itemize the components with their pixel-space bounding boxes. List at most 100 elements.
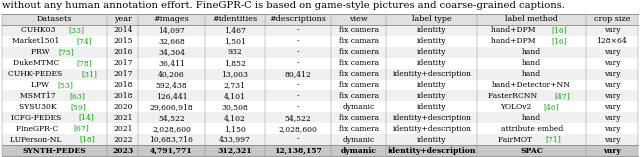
Text: identity: identity: [417, 81, 447, 89]
Text: MSMT17: MSMT17: [20, 92, 58, 100]
Text: without any human annotation effort. FineGPR-C is based on game-style pictures a: without any human annotation effort. Fin…: [2, 2, 565, 11]
Text: 2,731: 2,731: [224, 81, 246, 89]
Text: fix camara: fix camara: [339, 37, 379, 45]
Text: hand: hand: [522, 114, 541, 122]
Text: 14,097: 14,097: [158, 26, 185, 34]
Text: vary: vary: [604, 92, 620, 100]
Text: SPAC: SPAC: [520, 146, 543, 154]
Bar: [2, 80, 638, 90]
Bar: [2, 123, 638, 134]
Text: [47]: [47]: [555, 92, 570, 100]
Text: label method: label method: [505, 15, 558, 23]
Text: identity: identity: [417, 26, 447, 34]
Text: fix camera: fix camera: [339, 81, 379, 89]
Text: 2020: 2020: [113, 103, 132, 111]
Text: identity: identity: [417, 59, 447, 67]
Text: PRW: PRW: [31, 48, 52, 56]
Text: 2021: 2021: [113, 125, 132, 133]
Text: 32,668: 32,668: [158, 37, 185, 45]
Text: vary: vary: [604, 59, 620, 67]
Text: SYSU30K: SYSU30K: [19, 103, 59, 111]
Text: -: -: [296, 37, 299, 45]
Text: 2,028,600: 2,028,600: [278, 125, 317, 133]
Text: [59]: [59]: [70, 103, 86, 111]
Text: identity+description: identity+description: [392, 70, 472, 78]
Text: 30,508: 30,508: [221, 103, 248, 111]
Text: [46]: [46]: [543, 103, 559, 111]
Text: identity: identity: [417, 136, 447, 144]
Text: CUHK-PEDES: CUHK-PEDES: [8, 70, 65, 78]
Text: identity: identity: [417, 48, 447, 56]
Text: attribute embed: attribute embed: [500, 125, 563, 133]
Text: hand+Detector+NN: hand+Detector+NN: [492, 81, 571, 89]
Text: 2022: 2022: [113, 136, 132, 144]
Text: DukeMTMC: DukeMTMC: [13, 59, 62, 67]
Text: FineGPR-C: FineGPR-C: [15, 125, 60, 133]
Text: hand: hand: [522, 70, 541, 78]
Text: 126,441: 126,441: [156, 92, 188, 100]
Text: 2,028,600: 2,028,600: [152, 125, 191, 133]
Text: 2017: 2017: [113, 70, 132, 78]
Text: year: year: [114, 15, 132, 23]
Text: vary: vary: [604, 103, 620, 111]
Text: identity+description: identity+description: [392, 125, 472, 133]
Text: vary: vary: [604, 114, 620, 122]
Text: [75]: [75]: [58, 48, 74, 56]
Text: 4,791,771: 4,791,771: [150, 146, 193, 154]
Text: 12,138,157: 12,138,157: [274, 146, 322, 154]
Text: 4,102: 4,102: [224, 114, 246, 122]
Text: 40,206: 40,206: [158, 70, 185, 78]
Text: FasterRCNN: FasterRCNN: [488, 92, 540, 100]
Text: [74]: [74]: [77, 37, 92, 45]
Text: vary: vary: [604, 136, 620, 144]
Text: view: view: [349, 15, 368, 23]
Text: 1,501: 1,501: [224, 37, 246, 45]
Text: vary: vary: [604, 48, 620, 56]
Text: 54,522: 54,522: [158, 114, 185, 122]
Bar: [2, 101, 638, 112]
Text: vary: vary: [604, 81, 620, 89]
Text: 312,321: 312,321: [218, 146, 252, 154]
Text: 2023: 2023: [112, 146, 133, 154]
Text: hand+DPM: hand+DPM: [492, 37, 538, 45]
Text: [67]: [67]: [73, 125, 89, 133]
Text: -: -: [296, 48, 299, 56]
Text: label type: label type: [412, 15, 452, 23]
Text: 2016: 2016: [113, 48, 132, 56]
Text: -: -: [296, 103, 299, 111]
Text: 10,683,716: 10,683,716: [150, 136, 193, 144]
Text: dymanic: dymanic: [342, 136, 375, 144]
Text: 1,852: 1,852: [224, 59, 246, 67]
Text: 1,467: 1,467: [224, 26, 246, 34]
Text: #descriptions: #descriptions: [269, 15, 326, 23]
Text: vary: vary: [604, 26, 620, 34]
Text: vary: vary: [604, 70, 620, 78]
Text: [63]: [63]: [69, 92, 84, 100]
Text: [16]: [16]: [552, 26, 568, 34]
Text: hand: hand: [522, 48, 541, 56]
Text: identity: identity: [417, 37, 447, 45]
Text: [16]: [16]: [552, 37, 568, 45]
Text: 54,522: 54,522: [284, 114, 311, 122]
Text: 2018: 2018: [113, 92, 132, 100]
Text: 2014: 2014: [113, 26, 132, 34]
Text: identity: identity: [417, 92, 447, 100]
Text: LPW: LPW: [31, 81, 52, 89]
Text: 2017: 2017: [113, 59, 132, 67]
Bar: [2, 36, 638, 47]
Text: 34,304: 34,304: [158, 48, 185, 56]
Text: 80,412: 80,412: [284, 70, 311, 78]
Bar: [2, 112, 638, 123]
Bar: [2, 90, 638, 101]
Text: fix camera: fix camera: [339, 70, 379, 78]
Text: vary: vary: [604, 125, 620, 133]
Text: 29,606,918: 29,606,918: [150, 103, 193, 111]
Text: -: -: [296, 136, 299, 144]
Bar: [2, 25, 638, 36]
Text: 1,150: 1,150: [224, 125, 246, 133]
Text: LUPerson-NL: LUPerson-NL: [10, 136, 63, 144]
Text: vary: vary: [603, 146, 621, 154]
Text: hand: hand: [522, 59, 541, 67]
Text: fix camera: fix camera: [339, 125, 379, 133]
Text: -: -: [296, 59, 299, 67]
